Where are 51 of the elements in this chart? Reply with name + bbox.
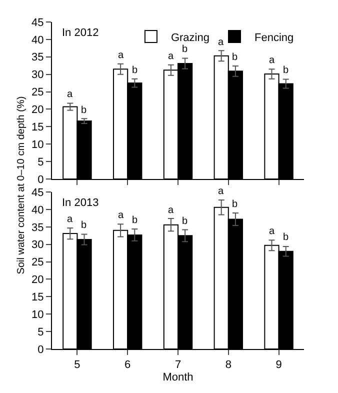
data-label: a: [168, 205, 174, 216]
y-tick-label: 30: [32, 239, 44, 252]
chart-title: In 2012: [62, 27, 99, 39]
data-label: b: [81, 105, 87, 116]
y-tick-label: 5: [38, 156, 44, 168]
x-axis-title: Month: [162, 371, 194, 384]
data-label: b: [283, 232, 289, 243]
y-tick-label: 30: [32, 69, 44, 82]
y-tick-label: 35: [32, 52, 44, 64]
data-label: a: [67, 89, 73, 100]
y-tick-label: 20: [32, 104, 44, 116]
data-label: a: [118, 50, 124, 61]
data-label: b: [81, 220, 87, 231]
data-label: a: [269, 226, 275, 237]
x-tick-label: 7: [174, 359, 182, 372]
y-tick-label: 0: [38, 344, 44, 356]
x-tick-label: 8: [225, 359, 232, 372]
legend-label: Fencing: [254, 32, 294, 44]
data-label: b: [182, 44, 188, 55]
data-label: a: [218, 37, 224, 48]
y-tick-label: 25: [32, 86, 44, 99]
data-label: b: [232, 199, 238, 210]
data-label: b: [132, 215, 138, 226]
y-tick-label: 45: [32, 186, 44, 199]
data-label: b: [232, 52, 238, 63]
data-label: a: [67, 214, 73, 225]
y-tick-label: 40: [32, 204, 44, 216]
y-tick-label: 10: [32, 138, 44, 151]
y-axis-title: Soil water content at 0–10 cm depth (%): [16, 96, 28, 274]
y-tick-label: 15: [32, 121, 44, 134]
data-label: a: [118, 210, 124, 221]
y-tick-label: 25: [32, 256, 44, 269]
data-label: b: [132, 65, 138, 76]
data-label: b: [283, 65, 289, 76]
x-tick-label: 6: [124, 359, 131, 372]
y-tick-label: 10: [32, 308, 44, 321]
y-tick-label: 20: [32, 274, 44, 286]
y-tick-label: 40: [32, 34, 44, 46]
data-label: a: [269, 55, 275, 66]
x-tick-label: 5: [74, 359, 80, 372]
data-label: b: [182, 216, 188, 227]
y-tick-label: 0: [38, 174, 44, 186]
chart-title: In 2013: [62, 197, 99, 209]
data-label: a: [218, 186, 224, 197]
y-tick-label: 5: [38, 326, 44, 338]
legend-label: Grazing: [170, 32, 210, 44]
y-tick-label: 15: [32, 292, 44, 304]
y-tick-label: 45: [32, 16, 44, 29]
data-label: a: [168, 51, 174, 62]
x-tick-label: 9: [276, 359, 282, 372]
y-tick-label: 35: [32, 222, 44, 234]
